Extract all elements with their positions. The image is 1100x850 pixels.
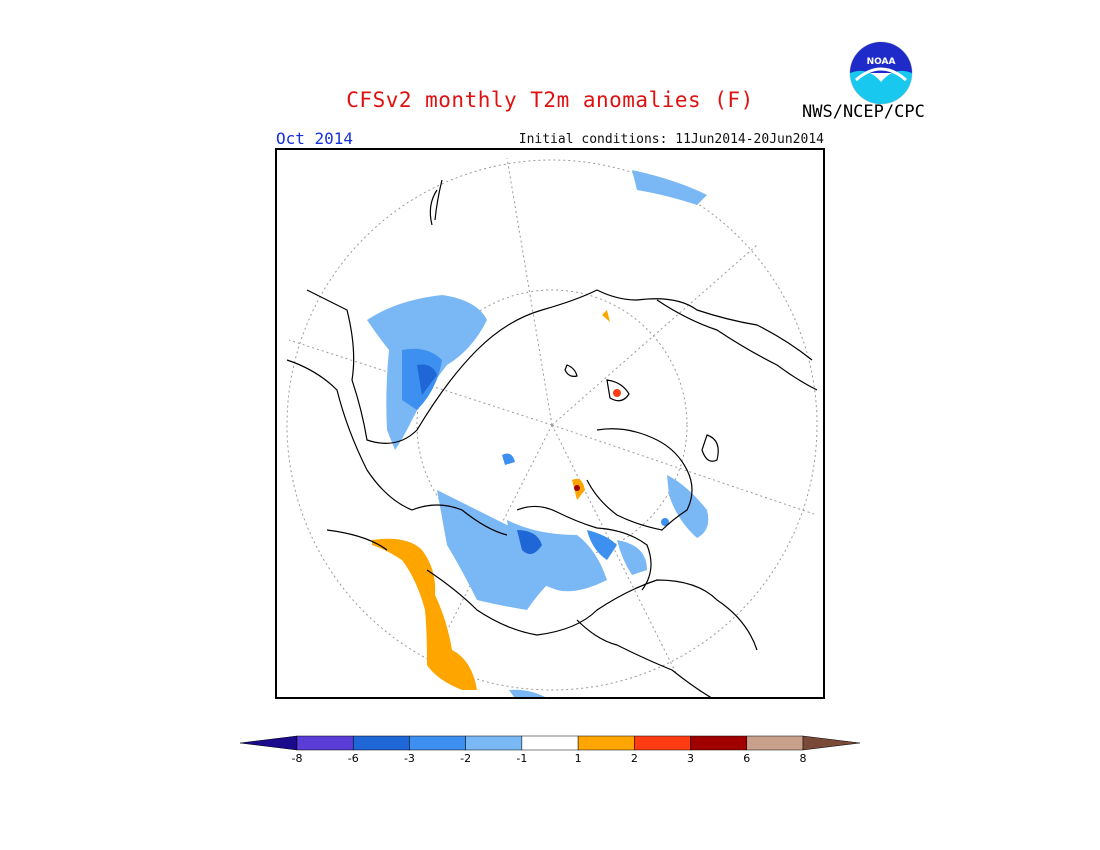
colorbar-bin-0 bbox=[240, 735, 298, 751]
colorbar-label: -3 bbox=[403, 752, 415, 765]
colorbar-label: -8 bbox=[291, 752, 303, 765]
colorbar-bin-10 bbox=[802, 735, 860, 751]
colorbar-bin-3 bbox=[409, 735, 466, 751]
cold-anomalies bbox=[367, 170, 709, 697]
colorbar-label: 3 bbox=[687, 752, 695, 765]
initial-conditions: Initial conditions: 11Jun2014-20Jun2014 bbox=[518, 132, 824, 147]
graticule bbox=[286, 157, 818, 691]
colorbar bbox=[240, 735, 860, 751]
colorbar-bin-4 bbox=[465, 735, 523, 751]
colorbar-bin-9 bbox=[746, 735, 804, 751]
colorbar-label: -2 bbox=[460, 752, 472, 765]
colorbar-bin-7 bbox=[634, 735, 691, 751]
colorbar-label: -6 bbox=[347, 752, 359, 765]
colorbar-label: -1 bbox=[516, 752, 528, 765]
valid-month: Oct 2014 bbox=[276, 129, 354, 148]
colorbar-bin-2 bbox=[352, 735, 410, 751]
colorbar-label: 8 bbox=[799, 752, 807, 765]
polar-map bbox=[275, 148, 825, 699]
colorbar-label: 2 bbox=[630, 752, 638, 765]
colorbar-bin-1 bbox=[296, 735, 354, 751]
warm-anomalies bbox=[372, 310, 621, 690]
colorbar-bin-8 bbox=[690, 735, 748, 751]
polar-map-svg bbox=[286, 157, 818, 697]
colorbar-bin-5 bbox=[521, 735, 579, 751]
colorbar-label: 6 bbox=[743, 752, 751, 765]
logo-text: NOAA bbox=[867, 57, 896, 67]
coastlines bbox=[286, 179, 818, 697]
noaa-logo: NOAA bbox=[849, 41, 913, 105]
agency-label: NWS/NCEP/CPC bbox=[802, 102, 925, 122]
colorbar-label: 1 bbox=[574, 752, 582, 765]
chart-title: CFSv2 monthly T2m anomalies (F) bbox=[346, 88, 754, 112]
colorbar-bin-6 bbox=[577, 735, 635, 751]
